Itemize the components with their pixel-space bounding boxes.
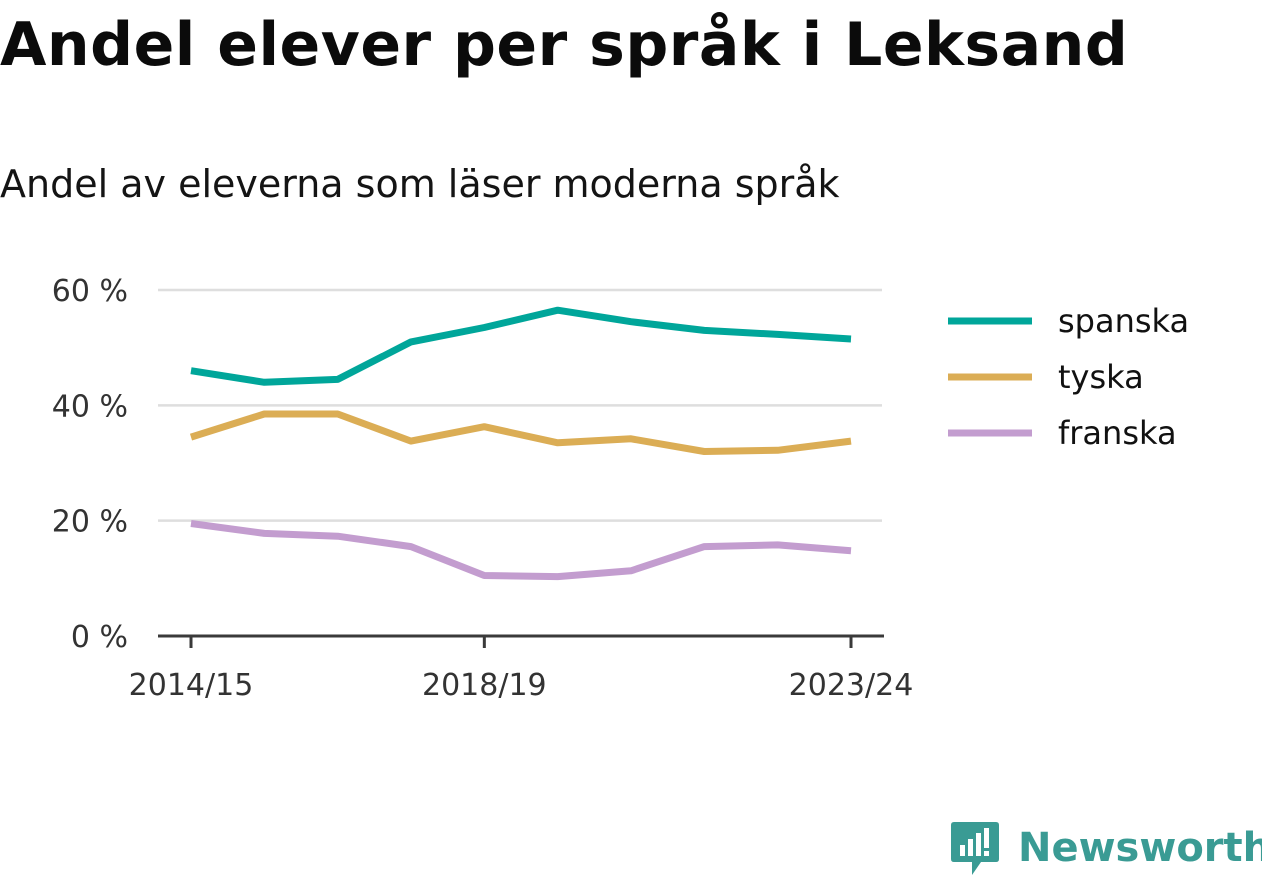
- x-tick-label: 2018/19: [422, 668, 547, 703]
- x-tick-label: 2014/15: [129, 668, 254, 703]
- chart-title: Andel elever per språk i Leksand: [0, 10, 1129, 80]
- newsworthy-logo-text: Newsworthy: [1018, 825, 1262, 871]
- legend-label-spanska: spanska: [1058, 302, 1189, 340]
- y-tick-label: 20 %: [52, 505, 128, 540]
- legend: spanska tyska franska: [948, 302, 1189, 452]
- chart-subtitle: Andel av eleverna som läser moderna språ…: [0, 162, 840, 206]
- x-axis: 2014/15 2018/19 2023/24: [129, 634, 914, 703]
- y-tick-label: 40 %: [52, 389, 128, 424]
- series-line-tyska: [189, 410, 852, 455]
- newsworthy-logo-icon: [951, 822, 999, 875]
- newsworthy-logo: Newsworthy: [950, 818, 1262, 878]
- y-tick-label: 0 %: [71, 620, 128, 655]
- series-line-franska: [190, 520, 852, 581]
- y-tick-label: 60 %: [52, 274, 128, 309]
- grid-lines: [158, 288, 882, 522]
- x-tick-label: 2023/24: [789, 668, 914, 703]
- legend-label-tyska: tyska: [1058, 358, 1144, 396]
- series-line-spanska: [190, 306, 852, 386]
- legend-label-franska: franska: [1058, 414, 1177, 452]
- y-axis-labels: 0 % 20 % 40 % 60 %: [52, 274, 128, 655]
- series-lines: [189, 306, 852, 581]
